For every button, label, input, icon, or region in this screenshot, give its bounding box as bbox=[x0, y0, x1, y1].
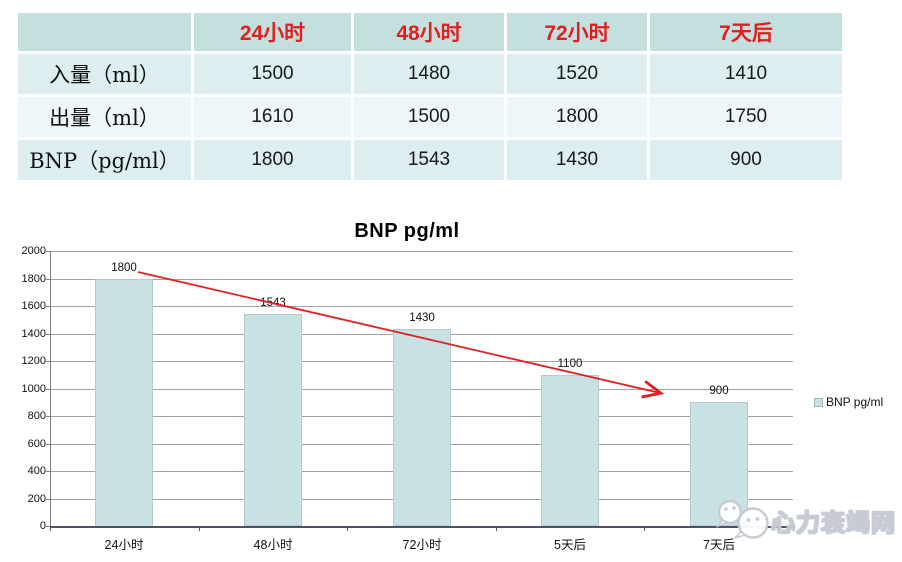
bar-value-label: 1543 bbox=[260, 297, 286, 309]
y-axis-tick bbox=[46, 306, 50, 307]
y-tick-label: 600 bbox=[27, 438, 46, 450]
table-header-cell: 7天后 bbox=[650, 13, 842, 51]
watermark-text: 心力衰竭网 bbox=[770, 509, 896, 537]
bar-24小时 bbox=[95, 279, 153, 527]
y-axis-tick bbox=[46, 279, 50, 280]
watermark: 心力衰竭网 bbox=[708, 496, 896, 544]
table-cell: 1500 bbox=[354, 97, 504, 137]
y-axis-tick bbox=[46, 471, 50, 472]
table-cell: 1480 bbox=[354, 54, 504, 94]
bar-value-label: 1800 bbox=[111, 262, 137, 274]
gridline bbox=[50, 279, 793, 280]
x-axis-tick bbox=[347, 526, 348, 531]
gridline bbox=[50, 251, 793, 252]
table-header-row: 24小时 48小时 72小时 7天后 bbox=[18, 13, 842, 51]
table-header: 24小时 48小时 72小时 7天后 bbox=[18, 13, 842, 51]
y-axis-line bbox=[50, 251, 51, 528]
gridline bbox=[50, 306, 793, 307]
x-tick-label: 5天后 bbox=[554, 538, 586, 552]
y-tick-label: 1800 bbox=[21, 273, 46, 285]
table-cell: 1610 bbox=[194, 97, 351, 137]
table-row: 入量（ml） 1500 1480 1520 1410 bbox=[18, 54, 842, 94]
y-tick-label: 800 bbox=[27, 410, 46, 422]
bar-5天后 bbox=[541, 375, 599, 526]
x-axis-tick bbox=[496, 526, 497, 531]
y-tick-label: 1200 bbox=[21, 355, 46, 367]
x-axis-tick bbox=[644, 526, 645, 531]
bar-48小时 bbox=[244, 314, 302, 526]
table-cell: 1543 bbox=[354, 140, 504, 180]
x-axis-tick bbox=[793, 526, 794, 531]
table-body: 入量（ml） 1500 1480 1520 1410 出量（ml） 1610 1500 1800… bbox=[18, 54, 842, 180]
legend-label: BNP pg/ml bbox=[826, 395, 884, 409]
row-label: 出量（ml） bbox=[18, 97, 191, 137]
y-tick-label: 400 bbox=[27, 465, 46, 477]
table-header-cell: 72小时 bbox=[507, 13, 647, 51]
table-cell: 1430 bbox=[507, 140, 647, 180]
chart-title: BNP pg/ml bbox=[354, 220, 460, 242]
y-tick-label: 1000 bbox=[21, 383, 46, 395]
y-axis-tick bbox=[46, 416, 50, 417]
table-header-cell: 48小时 bbox=[354, 13, 504, 51]
table-cell: 1500 bbox=[194, 54, 351, 94]
bar-value-label: 1100 bbox=[557, 358, 583, 370]
y-axis-tick bbox=[46, 444, 50, 445]
y-axis-tick bbox=[46, 361, 50, 362]
table-cell: 900 bbox=[650, 140, 842, 180]
bar-value-label: 900 bbox=[709, 385, 729, 397]
table-cell: 1520 bbox=[507, 54, 647, 94]
data-table: 24小时 48小时 72小时 7天后 入量（ml） 1500 1480 1520 1410 出量… bbox=[15, 10, 845, 183]
table-cell: 1410 bbox=[650, 54, 842, 94]
x-axis-tick bbox=[50, 526, 51, 531]
table-cell: 1750 bbox=[650, 97, 842, 137]
table-cell: 1800 bbox=[507, 97, 647, 137]
wechat-icon bbox=[715, 499, 769, 539]
y-axis-tick bbox=[46, 251, 50, 252]
x-tick-label: 24小时 bbox=[104, 538, 144, 552]
y-axis-tick bbox=[46, 526, 50, 527]
legend-swatch bbox=[814, 397, 823, 407]
row-label: BNP（pg/ml） bbox=[18, 140, 191, 180]
table-row: 出量（ml） 1610 1500 1800 1750 bbox=[18, 97, 842, 137]
x-tick-label: 48小时 bbox=[253, 538, 293, 552]
table-corner-cell bbox=[18, 13, 191, 51]
row-label: 入量（ml） bbox=[18, 54, 191, 94]
y-axis-tick bbox=[46, 499, 50, 500]
bar-value-label: 1430 bbox=[409, 312, 435, 324]
table-cell: 1800 bbox=[194, 140, 351, 180]
x-axis-line bbox=[50, 526, 794, 528]
x-axis-tick bbox=[199, 526, 200, 531]
y-tick-label: 0 bbox=[39, 520, 46, 532]
y-axis-tick bbox=[46, 334, 50, 335]
table-row: BNP（pg/ml） 1800 1543 1430 900 bbox=[18, 140, 842, 180]
x-tick-label: 7天后 bbox=[703, 538, 735, 552]
bar-72小时 bbox=[393, 329, 451, 526]
y-axis-tick bbox=[46, 389, 50, 390]
y-tick-label: 2000 bbox=[21, 245, 46, 257]
table-header-cell: 24小时 bbox=[194, 13, 351, 51]
y-tick-label: 200 bbox=[27, 493, 46, 505]
y-tick-label: 1600 bbox=[21, 300, 46, 312]
x-tick-label: 72小时 bbox=[402, 538, 442, 552]
y-tick-label: 1400 bbox=[21, 328, 46, 340]
legend: BNP pg/ml bbox=[814, 395, 883, 409]
